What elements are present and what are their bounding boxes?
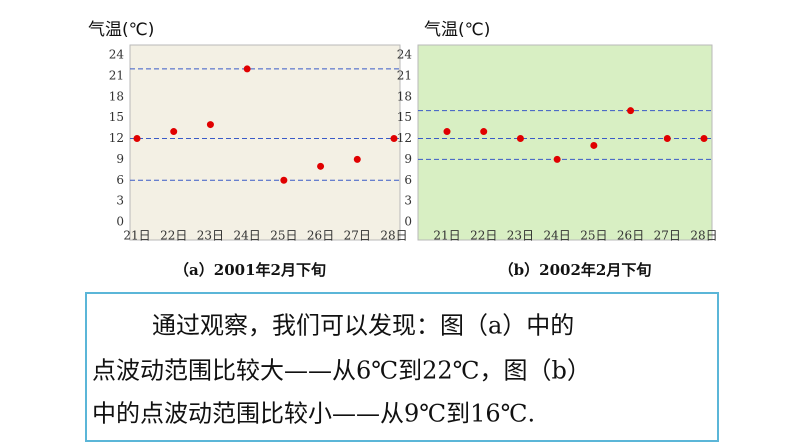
y-tick-label: 6: [404, 173, 412, 187]
y-tick-label: 6: [116, 173, 124, 187]
point: [206, 121, 214, 129]
plot-area: [417, 44, 713, 241]
x-tick-label: 26日: [307, 229, 334, 243]
y-tick-label: 24: [397, 48, 413, 62]
paragraph-line: 中的点波动范围比较小——从9℃到16℃.: [92, 400, 535, 428]
x-tick-label: 26日: [617, 229, 644, 243]
x-tick-label: 25日: [270, 229, 297, 243]
y-tick-label: 18: [109, 89, 124, 103]
x-tick-label: 21日: [123, 229, 150, 243]
point: [700, 135, 708, 142]
x-tick-label: 23日: [197, 229, 224, 243]
y-tick-label: 0: [404, 215, 412, 229]
x-tick-label: 28日: [690, 229, 717, 243]
y-tick-label: 21: [109, 68, 124, 82]
y-tick-label: 9: [116, 152, 124, 166]
point: [280, 176, 288, 184]
y-tick-label: 12: [397, 131, 412, 145]
x-tick-label: 24日: [544, 229, 571, 243]
y-axis-label: 气温(℃): [424, 20, 490, 40]
point: [480, 128, 488, 136]
y-tick-label: 0: [116, 215, 124, 229]
y-tick-label: 3: [116, 194, 124, 208]
x-tick-label: 28日: [380, 229, 407, 243]
text-box: [85, 292, 719, 442]
x-tick-label: 25日: [580, 229, 607, 243]
point: [317, 162, 325, 170]
y-tick-label: 18: [397, 89, 412, 103]
paragraph-line: 点波动范围比较大——从6℃到22℃，图（b）: [92, 357, 591, 385]
y-tick-label: 12: [109, 131, 124, 145]
point: [627, 107, 635, 115]
x-tick-label: 27日: [344, 229, 371, 243]
point: [390, 135, 398, 142]
point: [353, 155, 361, 163]
y-axis-label: 气温(℃): [88, 20, 154, 40]
point: [590, 141, 598, 149]
y-tick-label: 21: [397, 68, 412, 82]
plot-area: [129, 44, 401, 241]
paragraph-line: 通过观察，我们可以发现：图（a）中的: [152, 312, 574, 340]
y-tick-label: 24: [109, 48, 125, 62]
point: [553, 155, 561, 163]
x-tick-label: 22日: [470, 229, 497, 243]
y-tick-label: 9: [404, 152, 412, 166]
point: [170, 128, 178, 136]
chart-title: （b）2002年2月下旬: [499, 261, 652, 279]
point: [443, 128, 451, 136]
y-tick-label: 15: [109, 110, 124, 124]
point: [516, 135, 524, 142]
point: [663, 135, 671, 142]
x-tick-label: 21日: [433, 229, 460, 243]
chart-title: （a）2001年2月下旬: [174, 261, 326, 279]
x-tick-label: 27日: [654, 229, 681, 243]
y-tick-label: 15: [397, 110, 412, 124]
x-tick-label: 24日: [234, 229, 261, 243]
x-tick-label: 23日: [507, 229, 534, 243]
point: [133, 135, 141, 142]
y-tick-label: 3: [404, 194, 412, 208]
point: [243, 65, 251, 73]
x-tick-label: 22日: [160, 229, 187, 243]
